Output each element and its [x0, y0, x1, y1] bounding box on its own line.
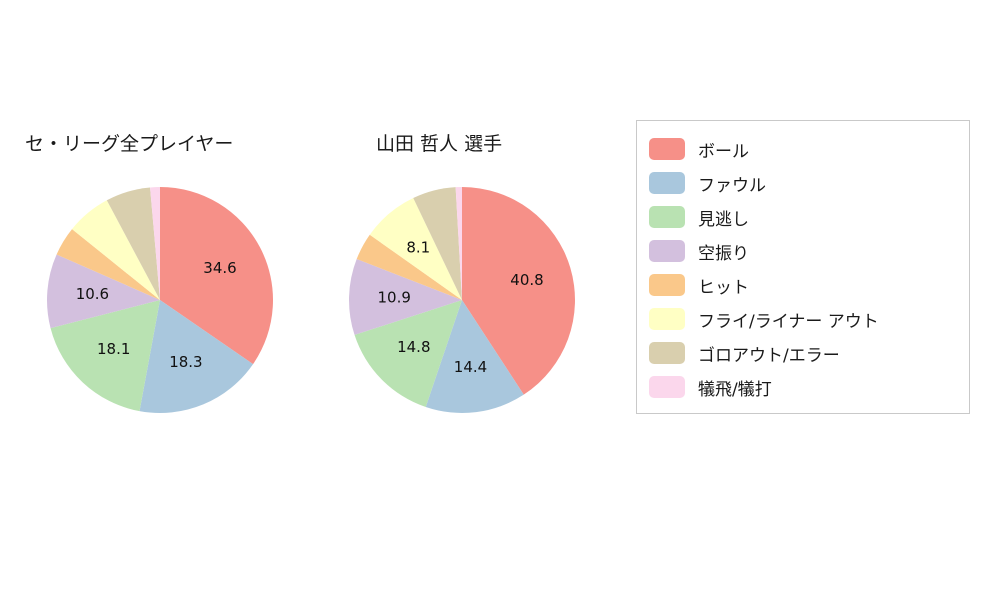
legend-label: ボール — [698, 141, 749, 162]
pie-slice-league-5 — [72, 200, 160, 300]
pie-slice-player-0 — [462, 187, 575, 395]
slice-value-label: 34.6 — [203, 259, 236, 277]
legend-label: ゴロアウト/エラー — [698, 345, 840, 366]
slice-value-label: 14.4 — [454, 358, 487, 376]
legend: ボールファウル見逃し空振りヒットフライ/ライナー アウト ゴロアウト/エラー 犠飛/… — [636, 120, 970, 414]
legend-swatch — [649, 172, 685, 194]
pie-slice-league-1 — [139, 300, 254, 414]
legend-item: 犠飛/犠打 — [649, 370, 969, 404]
slice-value-label: 40.8 — [510, 271, 543, 289]
legend-swatch — [649, 376, 685, 398]
pie-slice-league-3 — [47, 254, 161, 329]
legend-item: ボール — [649, 132, 969, 166]
pie-slice-player-2 — [354, 300, 462, 408]
legend-swatch — [649, 342, 685, 364]
legend-item: フライ/ライナー アウト — [649, 302, 969, 336]
pie-slice-player-4 — [356, 234, 462, 300]
pie-chart-league: 34.6 18.3 18.1 10.6 — [47, 187, 273, 414]
slice-value-label: 8.1 — [406, 239, 430, 257]
legend-swatch — [649, 308, 685, 330]
legend-item: ゴロアウト/エラー — [649, 336, 969, 370]
legend-swatch — [649, 138, 685, 160]
legend-item: 空振り — [649, 234, 969, 268]
legend-item: ヒット — [649, 268, 969, 302]
slice-value-label: 18.1 — [97, 340, 130, 358]
legend-label: 犠飛/犠打 — [698, 379, 772, 400]
legend-swatch — [649, 274, 685, 296]
pie-slice-player-6 — [413, 187, 462, 300]
pie-slice-player-7 — [455, 187, 462, 300]
slice-value-label: 10.6 — [76, 285, 109, 303]
pie-slice-player-3 — [349, 259, 462, 335]
pie-slice-league-6 — [106, 187, 160, 300]
legend-item: ファウル — [649, 166, 969, 200]
pie-slice-league-0 — [160, 187, 273, 365]
legend-label: 見逃し — [698, 209, 749, 230]
legend-item: 見逃し — [649, 200, 969, 234]
chart-title-league: セ・リーグ全プレイヤー — [25, 133, 234, 155]
pie-slice-league-2 — [50, 300, 160, 412]
legend-label: ファウル — [698, 175, 766, 196]
legend-label: フライ/ライナー アウト — [698, 311, 879, 332]
pie-chart-player: 40.8 14.4 14.8 10.9 8.1 — [349, 187, 575, 413]
slice-value-label: 18.3 — [169, 353, 202, 371]
legend-label: ヒット — [698, 277, 749, 298]
slice-value-label: 14.8 — [397, 338, 430, 356]
legend-swatch — [649, 206, 685, 228]
slice-value-label: 10.9 — [377, 289, 410, 307]
legend-swatch — [649, 240, 685, 262]
chart-title-player: 山田 哲人 選手 — [376, 133, 503, 155]
legend-label: 空振り — [698, 243, 749, 264]
pie-slice-league-7 — [150, 187, 160, 300]
pie-slice-player-1 — [425, 300, 524, 413]
pie-slice-player-5 — [369, 198, 462, 300]
pie-slice-league-4 — [56, 229, 160, 300]
